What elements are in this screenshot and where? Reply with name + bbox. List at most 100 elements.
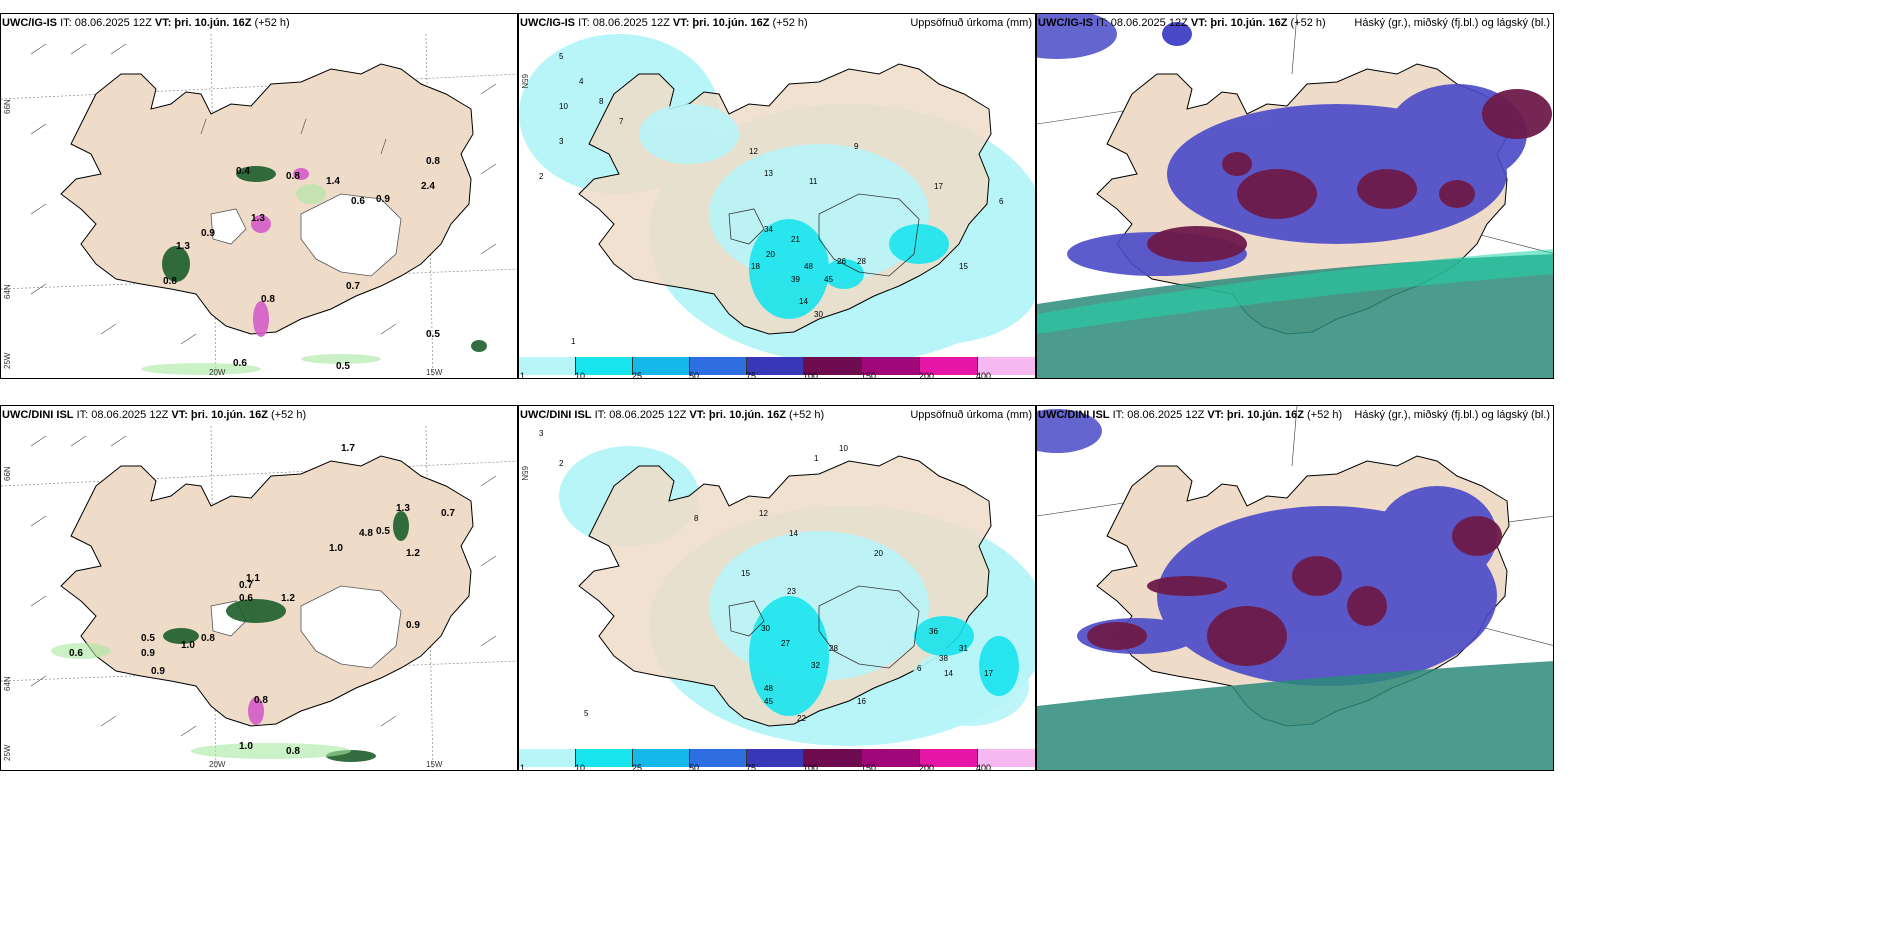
lon-label-20w: 20W (209, 368, 226, 377)
panel-header: UWC/IG-IS IT: 08.06.2025 12Z VT: þri. 10… (2, 17, 290, 29)
wind-map-igis: 0.4 0.8 1.4 0.6 0.9 0.8 0.9 1.3 0.8 0.7 … (1, 33, 517, 378)
label-12: 0.8 (201, 633, 215, 644)
low-cloud (1037, 661, 1553, 770)
label-6: 0.8 (426, 156, 440, 167)
precip-label-20: 38 (939, 654, 948, 663)
label-2: 0.8 (286, 171, 300, 182)
panel-title: Uppsöfnuð úrkoma (mm) (910, 17, 1032, 29)
colorbar-swatch (633, 749, 690, 767)
panel-header: UWC/IG-IS IT: 08.06.2025 12Z VT: þri. 10… (1038, 17, 1326, 29)
colorbar-swatch (862, 749, 920, 767)
label-6: 1.0 (329, 543, 343, 554)
precip-label-24: 5 (584, 709, 589, 718)
high-cloud (1087, 516, 1502, 666)
label-15: 0.6 (69, 648, 83, 659)
heavy-precip (749, 219, 949, 319)
lon-label-25w: 25W (3, 352, 12, 369)
convective-cells (162, 166, 487, 352)
precip-label-5: 7 (619, 117, 624, 126)
colorbar-swatch (747, 357, 804, 375)
precip-label-1: 3 (539, 429, 544, 438)
cloud-map-igis (1037, 14, 1553, 378)
colorbar-swatch (920, 749, 978, 767)
precip-label-13: 48 (804, 262, 813, 271)
lon-label-20w: 20W (209, 760, 226, 769)
precip-label-2: 2 (559, 459, 564, 468)
colorbar-swatch (576, 749, 633, 767)
wind-map-dini: 1.7 1.3 0.7 4.8 0.5 1.0 1.1 0.7 0.6 1.2 … (1, 425, 517, 770)
label-13: 0.9 (141, 648, 155, 659)
precip-label-10: 27 (781, 639, 790, 648)
colorbar-swatch (576, 357, 633, 375)
colorbar-swatch (519, 357, 576, 375)
label-4: 0.6 (351, 196, 365, 207)
precip-label-23: 28 (857, 257, 866, 266)
precip-map-igis: 5 4 8 10 7 3 12 13 11 34 21 20 48 39 45 … (519, 14, 1035, 364)
precip-label-20: 9 (854, 142, 859, 151)
label-14: 0.5 (336, 361, 350, 372)
label-15: 2.4 (421, 181, 435, 192)
high-cloud (1147, 89, 1552, 262)
label-10: 1.2 (281, 593, 295, 604)
precip-label-9: 11 (809, 177, 818, 186)
cloud-map-dini (1037, 406, 1553, 770)
panel-header: UWC/DINI ISL IT: 08.06.2025 12Z VT: þri.… (2, 409, 307, 421)
label-19: 1.0 (239, 741, 253, 752)
label-17: 0.8 (254, 695, 268, 706)
precip-label-19: 36 (929, 627, 938, 636)
precip-label-16: 16 (857, 697, 866, 706)
colorbar-swatch (978, 749, 1035, 767)
precip-label-6: 20 (874, 549, 883, 558)
label-7: 1.1 (246, 573, 260, 584)
lon-label-15w: 15W (426, 760, 443, 769)
precip-label-16: 18 (751, 262, 760, 271)
convective-cells (163, 511, 409, 762)
panel-dini-clouds: UWC/DINI ISL IT: 08.06.2025 12Z VT: þri.… (1036, 405, 1554, 771)
colorbar-swatch (804, 749, 862, 767)
precip-label-19: 14 (799, 297, 808, 306)
precip-label-26: 1 (571, 337, 576, 346)
label-14: 1.0 (181, 640, 195, 651)
colorbar-swatch (920, 357, 978, 375)
colorbar-swatch (978, 357, 1035, 375)
precip-label-4: 12 (759, 509, 768, 518)
precip-label-24: 2 (539, 172, 544, 181)
lon-label-25w: 25W (3, 744, 12, 761)
precip-label-12: 32 (811, 661, 820, 670)
precip-label-18: 30 (814, 310, 823, 319)
label-1: 1.7 (341, 443, 355, 454)
colorbar-swatch (633, 357, 690, 375)
precip-label-17: 26 (837, 257, 846, 266)
precip-label-10: 34 (764, 225, 773, 234)
colorbar (519, 357, 1035, 378)
panel-dini-precip: 3 2 10 12 14 20 15 23 30 27 28 32 48 45 … (518, 405, 1036, 771)
precip-label-13: 48 (764, 684, 773, 693)
precip-label-12: 20 (766, 250, 775, 259)
label-5: 0.9 (376, 194, 390, 205)
label-20: 0.8 (286, 746, 300, 757)
label-11: 0.8 (261, 294, 275, 305)
precip-map-dini: 3 2 10 12 14 20 15 23 30 27 28 32 48 45 … (519, 406, 1035, 746)
label-12: 0.5 (426, 329, 440, 340)
colorbar-swatch (690, 749, 747, 767)
label-21: 1.2 (406, 548, 420, 559)
precip-label-25: 8 (694, 514, 699, 523)
label-9: 0.6 (239, 593, 253, 604)
label-5: 0.5 (376, 526, 390, 537)
precip-label-6: 3 (559, 137, 564, 146)
lat-label-64n: 64N (3, 676, 12, 691)
precip-label-25: 6 (999, 197, 1004, 206)
panel-header: UWC/DINI ISL IT: 08.06.2025 12Z VT: þri.… (520, 409, 825, 421)
precip-label-9: 30 (761, 624, 770, 633)
colorbar-swatch (690, 357, 747, 375)
panel-igis-precip: 5 4 8 10 7 3 12 13 11 34 21 20 48 39 45 … (518, 13, 1036, 379)
label-18: 0.9 (406, 620, 420, 631)
precip-label-8: 23 (787, 587, 796, 596)
precip-label-15: 45 (824, 275, 833, 284)
lat-label-66n: 66N (3, 466, 12, 481)
precip-label-22: 15 (959, 262, 968, 271)
precip-label-8: 13 (764, 169, 773, 178)
label-9: 0.8 (163, 276, 177, 287)
label-4: 4.8 (359, 528, 373, 539)
precip-label-21: 31 (959, 644, 968, 653)
